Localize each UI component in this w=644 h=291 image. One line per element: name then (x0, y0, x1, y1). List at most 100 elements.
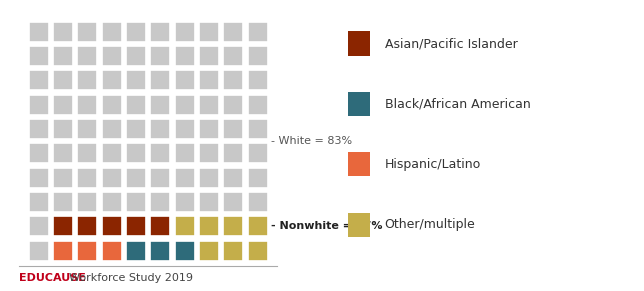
Bar (248, 46, 268, 66)
Bar (175, 95, 194, 115)
Bar (28, 241, 48, 261)
Text: - White = 83%: - White = 83% (271, 136, 352, 146)
Bar (223, 95, 243, 115)
Bar (175, 70, 194, 90)
Bar (223, 70, 243, 90)
Bar (175, 22, 194, 42)
Bar (77, 119, 97, 139)
Bar (126, 22, 146, 42)
Bar (348, 152, 370, 176)
Bar (53, 119, 73, 139)
Text: Asian/Pacific Islander: Asian/Pacific Islander (384, 37, 517, 50)
Bar (102, 217, 122, 236)
Bar (223, 217, 243, 236)
Bar (53, 95, 73, 115)
Bar (150, 217, 170, 236)
Bar (77, 95, 97, 115)
Bar (150, 143, 170, 163)
Bar (102, 119, 122, 139)
Bar (102, 70, 122, 90)
Bar (248, 168, 268, 188)
Bar (175, 119, 194, 139)
Bar (248, 143, 268, 163)
Bar (102, 46, 122, 66)
Bar (126, 168, 146, 188)
Bar (223, 192, 243, 212)
Bar (77, 217, 97, 236)
Bar (77, 143, 97, 163)
Text: Hispanic/Latino: Hispanic/Latino (384, 158, 481, 171)
Bar (126, 46, 146, 66)
Bar (223, 46, 243, 66)
Bar (199, 46, 219, 66)
Bar (126, 119, 146, 139)
Bar (248, 119, 268, 139)
Bar (248, 217, 268, 236)
Bar (223, 22, 243, 42)
Bar (150, 22, 170, 42)
Bar (28, 70, 48, 90)
Bar (53, 217, 73, 236)
Bar (175, 46, 194, 66)
Bar (102, 22, 122, 42)
Bar (77, 192, 97, 212)
Bar (102, 143, 122, 163)
Bar (175, 217, 194, 236)
Bar (348, 31, 370, 56)
Bar (248, 22, 268, 42)
Bar (102, 168, 122, 188)
Bar (28, 217, 48, 236)
Bar (77, 168, 97, 188)
Bar (53, 241, 73, 261)
Bar (223, 143, 243, 163)
Bar (126, 217, 146, 236)
Bar (150, 119, 170, 139)
Bar (199, 241, 219, 261)
Text: EDUCAUSE: EDUCAUSE (19, 273, 86, 283)
Bar (28, 192, 48, 212)
Bar (248, 241, 268, 261)
Bar (28, 22, 48, 42)
Bar (248, 70, 268, 90)
Bar (53, 143, 73, 163)
Bar (175, 143, 194, 163)
Bar (126, 95, 146, 115)
Bar (248, 95, 268, 115)
Bar (150, 70, 170, 90)
Bar (53, 70, 73, 90)
Bar (77, 70, 97, 90)
Text: - Nonwhite = 17%: - Nonwhite = 17% (271, 221, 383, 231)
Bar (348, 213, 370, 237)
Bar (77, 46, 97, 66)
Bar (28, 95, 48, 115)
Bar (53, 192, 73, 212)
Bar (77, 22, 97, 42)
Bar (28, 46, 48, 66)
Bar (53, 168, 73, 188)
Bar (150, 241, 170, 261)
Bar (102, 241, 122, 261)
Bar (150, 192, 170, 212)
Bar (28, 143, 48, 163)
Bar (199, 119, 219, 139)
Text: Black/African American: Black/African American (384, 97, 531, 110)
Bar (126, 192, 146, 212)
Text: Workforce Study 2019: Workforce Study 2019 (69, 273, 193, 283)
Bar (199, 143, 219, 163)
Bar (77, 241, 97, 261)
Bar (53, 46, 73, 66)
Bar (102, 95, 122, 115)
Bar (150, 168, 170, 188)
Bar (175, 168, 194, 188)
Bar (199, 22, 219, 42)
Bar (150, 95, 170, 115)
Text: Other/multiple: Other/multiple (384, 218, 475, 231)
Bar (199, 168, 219, 188)
Bar (28, 168, 48, 188)
Bar (223, 119, 243, 139)
Bar (199, 70, 219, 90)
Bar (175, 241, 194, 261)
Bar (28, 119, 48, 139)
Bar (53, 22, 73, 42)
Bar (223, 241, 243, 261)
